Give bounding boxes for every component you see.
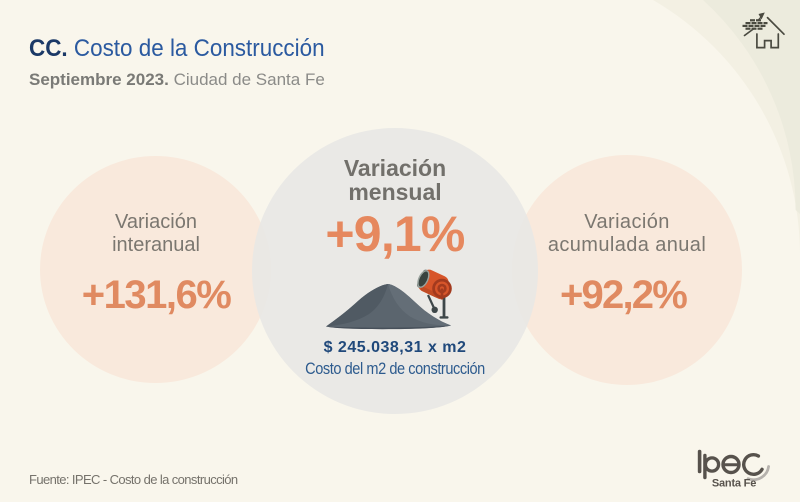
svg-text:Santa Fe: Santa Fe: [712, 478, 756, 490]
